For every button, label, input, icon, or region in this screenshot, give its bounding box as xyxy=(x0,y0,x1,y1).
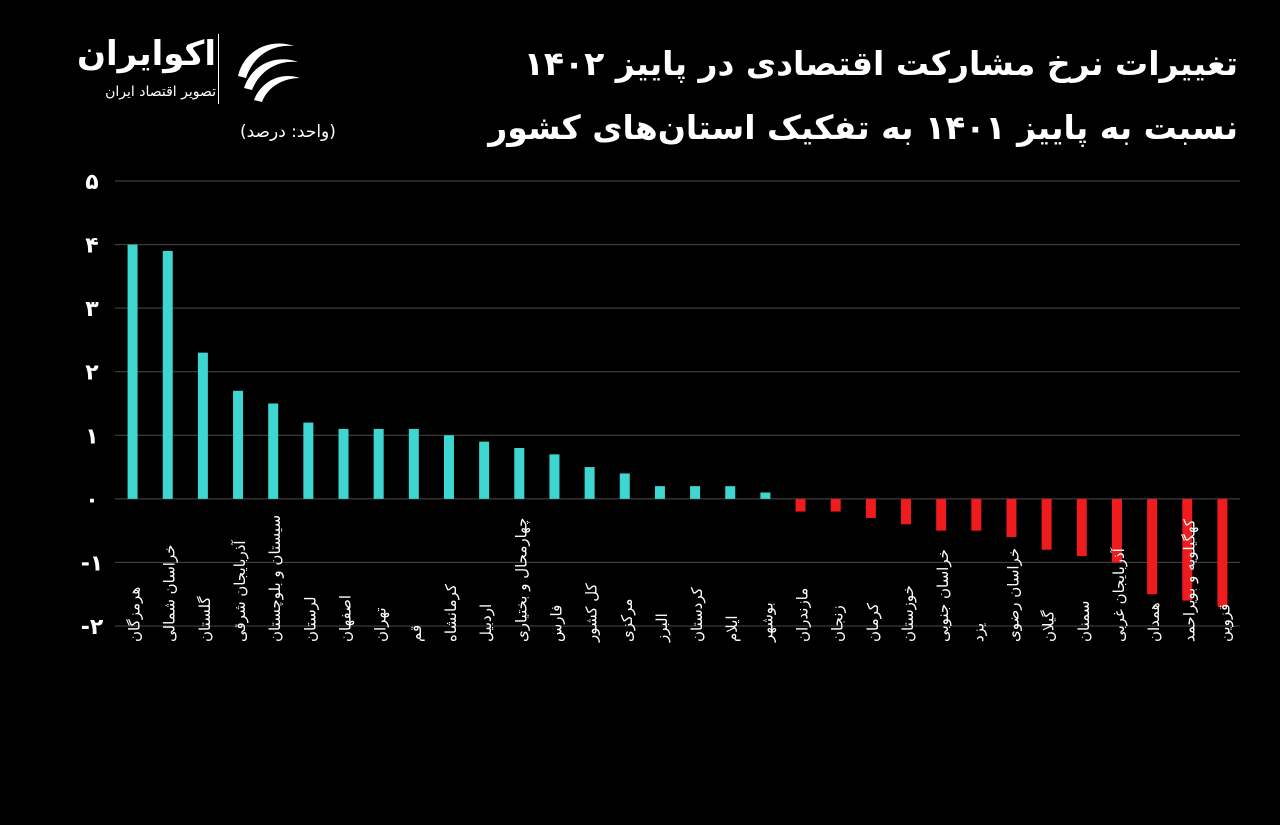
y-tick-label: ۵ xyxy=(85,170,98,195)
x-category-label: آذربایجان غربی xyxy=(1110,547,1128,642)
bar xyxy=(584,467,595,499)
brand-name: اکوایران xyxy=(77,34,216,74)
x-category-label: قم xyxy=(407,625,425,642)
bar xyxy=(233,390,244,499)
bar xyxy=(373,428,384,499)
x-category-label: قزوین xyxy=(1215,604,1233,642)
x-category-label: همدان xyxy=(1145,602,1163,642)
x-category-label: خراسان رضوی xyxy=(1004,548,1022,642)
bar xyxy=(830,498,841,512)
bar xyxy=(268,403,279,499)
chart-title-line1: تغییرات نرخ مشارکت اقتصادی در پاییز ۱۴۰۲ xyxy=(523,44,1238,83)
x-category-label: سیستان و بلوچستان xyxy=(266,515,284,642)
bar xyxy=(1041,498,1052,550)
brand-tagline: تصویر اقتصاد ایران xyxy=(105,84,216,100)
bar xyxy=(162,250,173,499)
ecoiran-swirl-icon xyxy=(238,43,300,102)
bar xyxy=(443,435,454,499)
x-category-label: زنجان xyxy=(829,605,847,642)
x-category-label: کهگیلویه و بویراحمد xyxy=(1180,518,1198,642)
x-category-label: اردبیل xyxy=(477,604,495,642)
bar xyxy=(197,352,208,499)
chart-title-line2: نسبت به پاییز ۱۴۰۱ به تفکیک استان‌های کش… xyxy=(488,108,1238,147)
x-category-label: خوزستان xyxy=(899,585,917,642)
x-axis-labels: هرمزگان خراسان شمالی گلستان آذربایجان شرقی س… xyxy=(126,515,1234,643)
brand-logo: اکوایران تصویر اقتصاد ایران xyxy=(48,28,318,108)
bar xyxy=(901,498,912,525)
y-tick-label: -۲ xyxy=(81,615,104,640)
x-category-label: البرز xyxy=(653,613,671,643)
bar xyxy=(690,486,701,499)
bars xyxy=(127,244,1228,607)
y-tick-label: ۴ xyxy=(85,234,98,259)
x-category-label: هرمزگان xyxy=(126,587,144,642)
bar xyxy=(1111,498,1122,563)
y-tick-label: ۰ xyxy=(85,488,98,513)
x-category-label: کل کشور xyxy=(583,582,601,643)
bar xyxy=(408,428,419,499)
logo-divider xyxy=(218,34,219,104)
bar xyxy=(338,428,349,499)
bar xyxy=(971,498,982,531)
x-category-label: کردستان xyxy=(688,586,706,642)
unit-note: (واحد: درصد) xyxy=(240,122,336,142)
bar xyxy=(514,448,525,499)
bar xyxy=(865,498,876,518)
bar xyxy=(1076,498,1087,557)
bar xyxy=(795,498,806,512)
bar xyxy=(936,498,947,531)
x-category-label: بوشهر xyxy=(758,602,776,643)
bar xyxy=(127,244,138,499)
x-category-label: ایلام xyxy=(723,615,741,642)
x-category-label: خراسان شمالی xyxy=(161,544,179,642)
x-category-label: سمنان xyxy=(1075,601,1093,642)
bar xyxy=(654,486,665,499)
x-category-label: کرمانشاه xyxy=(442,583,460,642)
x-category-label: کرمان xyxy=(864,602,882,642)
x-category-label: گیلان xyxy=(1040,610,1058,642)
x-category-label: چهارمحال و بختیاری xyxy=(512,518,530,642)
bar xyxy=(725,486,736,499)
y-tick-label: ۲ xyxy=(85,361,99,386)
bar xyxy=(1217,498,1228,607)
y-tick-label: -۱ xyxy=(81,551,104,576)
x-category-label: مازندران xyxy=(794,588,812,642)
bar xyxy=(1006,498,1017,537)
y-tick-label: ۱ xyxy=(85,424,98,449)
x-category-label: گلستان xyxy=(196,596,214,642)
x-category-label: اصفهان xyxy=(337,595,355,642)
x-category-label: مرکزی xyxy=(618,599,636,642)
bar xyxy=(760,492,771,499)
x-category-label: تهران xyxy=(372,607,390,642)
y-axis-ticks: ۵ ۴ ۳ ۲ ۱ ۰ -۱ -۲ xyxy=(81,170,104,640)
y-tick-label: ۳ xyxy=(85,297,99,322)
x-category-label: خراسان جنوبی xyxy=(934,549,952,642)
x-category-label: لرستان xyxy=(301,596,319,642)
bar xyxy=(303,422,314,499)
bar xyxy=(479,441,490,499)
x-category-label: یزد xyxy=(969,623,987,642)
bar xyxy=(619,473,630,499)
bar xyxy=(1182,498,1193,601)
x-category-label: فارس xyxy=(547,605,565,642)
gridlines xyxy=(115,180,1240,627)
x-category-label: آذربایجان شرقی xyxy=(231,540,249,642)
bar xyxy=(1147,498,1158,595)
bar xyxy=(549,454,560,499)
